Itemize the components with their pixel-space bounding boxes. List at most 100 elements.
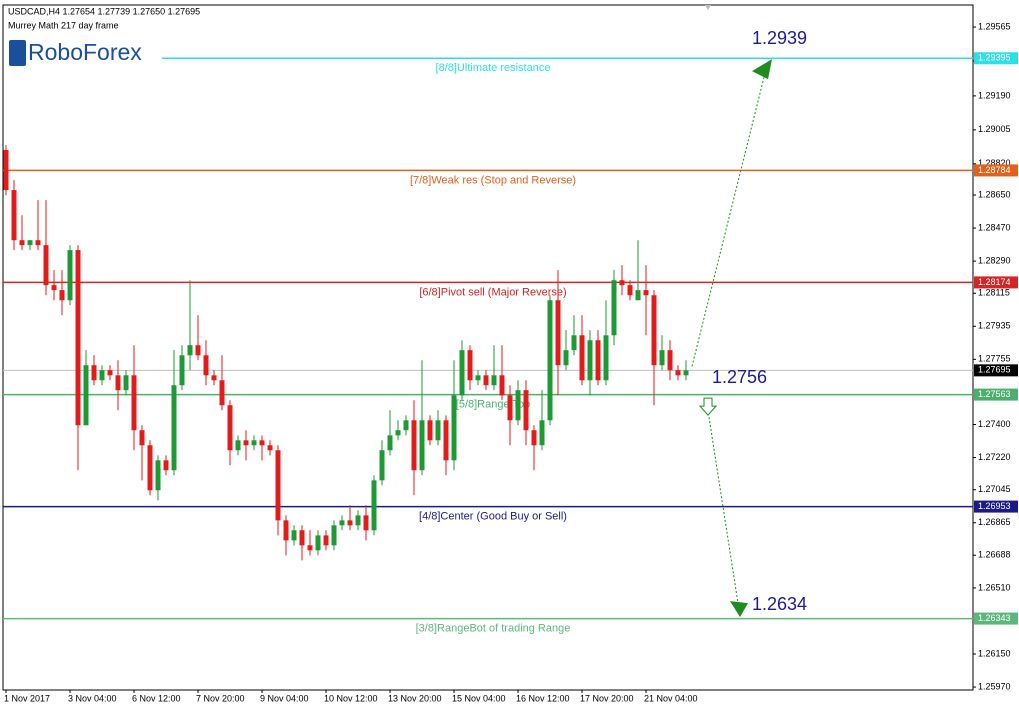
candle-body [323, 535, 329, 546]
x-tick-label: 21 Nov 04:00 [644, 693, 698, 703]
arrow-head [730, 601, 748, 618]
candle-body [139, 430, 145, 446]
candle-body [35, 240, 41, 246]
candle-body [251, 440, 257, 446]
candle-body [515, 390, 521, 421]
candle-body [307, 545, 313, 551]
candle-body [227, 405, 233, 451]
candle-body [563, 350, 569, 366]
level-tag [974, 164, 1018, 177]
candle-body [355, 515, 361, 526]
candle-body [19, 240, 25, 246]
candle-body [267, 445, 273, 451]
candle-body [635, 290, 641, 301]
candle-body [475, 375, 481, 381]
y-tick-label: 1.26150 [978, 648, 1011, 658]
arrow-head [752, 59, 772, 80]
x-tick-label: 15 Nov 04:00 [452, 693, 506, 703]
level-label: [8/8]Ultimate resistance [436, 62, 551, 74]
target-label: 1.2939 [752, 28, 807, 48]
candle-body [3, 150, 9, 191]
candle-body [595, 340, 601, 381]
candle-body [131, 375, 137, 431]
y-tick-label: 1.28290 [978, 255, 1011, 265]
y-tick-label: 1.26510 [978, 582, 1011, 592]
candle-body [243, 440, 249, 446]
level-tag-label: 1.29395 [978, 53, 1011, 63]
candle-body [603, 335, 609, 381]
logo: RoboForex [28, 39, 142, 65]
candle-body [107, 370, 113, 376]
y-tick-label: 1.27935 [978, 321, 1011, 331]
y-tick-label: 1.29005 [978, 124, 1011, 134]
candle-body [555, 300, 561, 366]
candle-body [235, 440, 241, 451]
candle-body [11, 190, 17, 241]
level-label: [4/8]Center (Good Buy or Sell) [419, 510, 567, 522]
candle-body [587, 340, 593, 381]
y-tick-label: 1.29565 [978, 21, 1011, 31]
x-tick-label: 17 Nov 20:00 [580, 693, 634, 703]
level-tag [974, 276, 1018, 289]
y-tick-label: 1.28650 [978, 189, 1011, 199]
candle-body [683, 370, 689, 376]
y-tick-label: 1.28115 [978, 288, 1010, 298]
x-tick-label: 13 Nov 20:00 [388, 693, 442, 703]
candle-body [315, 535, 321, 551]
x-tick-label: 1 Nov 2017 [4, 693, 50, 703]
level-tag [974, 500, 1018, 513]
candle-body [91, 365, 97, 381]
candle-body [283, 520, 289, 541]
plot-frame [2, 4, 974, 691]
candle-body [275, 450, 281, 521]
y-tick-label: 1.27400 [978, 419, 1011, 429]
candle-body [443, 420, 449, 461]
price-tag [974, 364, 1018, 377]
symbol-line: USDCAD,H4 1.27654 1.27739 1.27650 1.2769… [8, 6, 200, 16]
candle-body [451, 395, 457, 461]
candle-body [347, 520, 353, 526]
candle-body [59, 290, 65, 301]
y-tick-label: 1.29190 [978, 90, 1011, 100]
y-tick-label: 1.27045 [978, 484, 1011, 494]
y-tick-label: 1.28470 [978, 222, 1011, 232]
candle-body [67, 250, 73, 301]
y-tick-label: 1.26688 [978, 550, 1011, 560]
y-tick-label: 1.28820 [978, 158, 1011, 168]
candle-body [123, 375, 129, 391]
candle-body [187, 345, 193, 356]
price-tag-label: 1.27695 [978, 365, 1011, 375]
candle-body [491, 375, 497, 386]
candle-body [403, 420, 409, 431]
candle-body [115, 375, 121, 391]
candle-body [627, 285, 633, 296]
candle-body [147, 445, 153, 491]
candle-body [163, 460, 169, 471]
candle-body [211, 375, 217, 381]
candle-body [219, 380, 225, 406]
level-tag-label: 1.26343 [978, 613, 1011, 623]
candle-body [171, 385, 177, 471]
candle-body [179, 355, 185, 386]
x-tick-label: 16 Nov 12:00 [516, 693, 570, 703]
candle-body [99, 370, 105, 381]
scroll-marker [705, 5, 711, 10]
level-tag-label: 1.27563 [978, 389, 1011, 399]
level-tag-label: 1.28174 [978, 277, 1011, 287]
x-tick-label: 6 Nov 12:00 [132, 693, 181, 703]
target-label: 1.2756 [712, 367, 767, 387]
y-tick-label: 1.27220 [978, 452, 1011, 462]
candle-body [523, 390, 529, 431]
candle-body [203, 355, 209, 376]
candle-body [499, 375, 505, 396]
candle-body [379, 450, 385, 481]
candle-body [427, 420, 433, 441]
forecast-down [708, 417, 739, 604]
candle-body [75, 250, 81, 426]
y-tick-label: 1.26865 [978, 517, 1011, 527]
indicator-name: Murrey Math 217 day frame [8, 20, 119, 30]
candle-body [467, 350, 473, 381]
target-label: 1.2634 [752, 594, 807, 614]
